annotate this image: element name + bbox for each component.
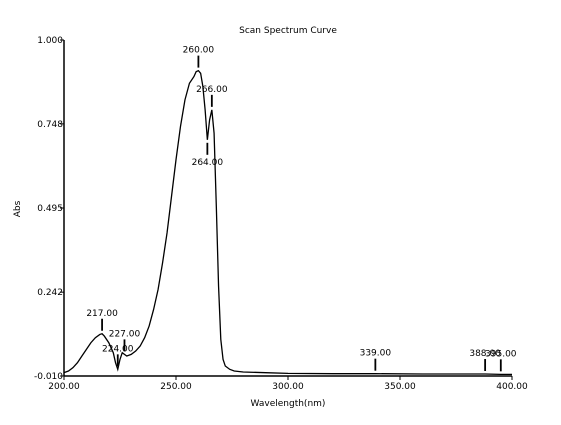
peak-label: 266.00 [196, 85, 228, 95]
x-tick-label: 300.00 [272, 382, 304, 392]
x-tick-label: 200.00 [48, 382, 80, 392]
x-tick-label: 250.00 [160, 382, 192, 392]
y-ticks: -0.010 0.242 0.495 0.748 1.000 [34, 36, 64, 382]
peak-label: 264.00 [192, 158, 224, 168]
peak-label: 260.00 [183, 46, 215, 56]
y-tick-label: 0.495 [37, 204, 63, 214]
peak-label: 224.00 [102, 344, 134, 354]
spectrum-series-line [63, 69, 512, 375]
peak-label: 227.00 [109, 329, 141, 339]
y-tick-label: 0.242 [37, 288, 63, 298]
peak-label: 339.00 [360, 349, 392, 359]
y-tick-label: -0.010 [34, 372, 63, 382]
x-tick-label: 350.00 [384, 382, 416, 392]
y-tick-label: 0.748 [37, 120, 63, 130]
x-axis-label: Wavelength(nm) [251, 399, 326, 409]
peak-markers: 217.00 224.00 227.00 260.00 264.00 266.00 339.… [86, 46, 517, 372]
x-ticks: 200.00 250.00 300.00 350.00 400.00 [48, 376, 528, 392]
peak-label: 388.00 [469, 349, 501, 359]
x-tick-label: 400.00 [496, 382, 528, 392]
peak-label: 395.00 [485, 349, 517, 359]
chart-title: Scan Spectrum Curve [239, 26, 337, 36]
y-tick-label: 1.000 [37, 36, 63, 46]
peak-label: 217.00 [86, 309, 118, 319]
y-axis-label: Abs [13, 200, 23, 217]
